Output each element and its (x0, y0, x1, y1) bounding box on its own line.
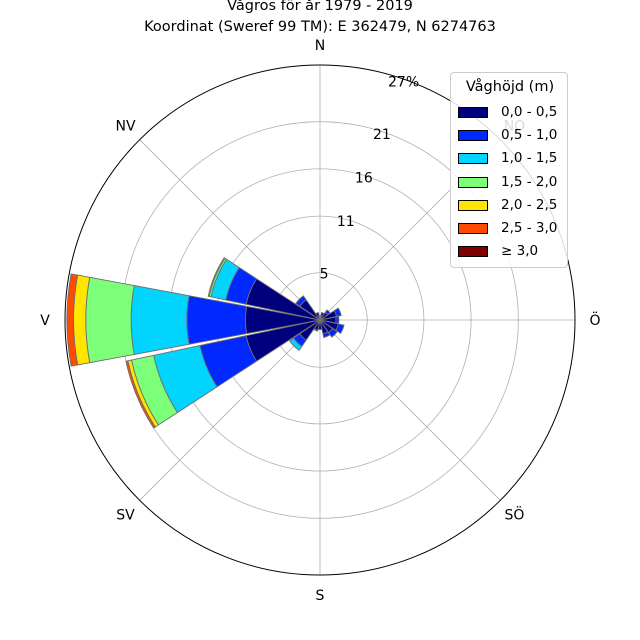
radial-tick-label: 27% (388, 74, 419, 90)
legend-item: 2,5 - 3,0 (458, 220, 566, 237)
legend-swatch (458, 176, 488, 188)
direction-label-3: SÖ (505, 505, 525, 523)
outer-frame (64, 64, 576, 576)
rose-bar-segment (207, 257, 226, 297)
rose-bar-segment (333, 307, 342, 317)
legend-swatch (458, 246, 488, 258)
rose-bar-segment (322, 331, 331, 339)
legend-item: 0,0 - 0,5 (458, 104, 566, 121)
grid-spoke (139, 319, 321, 501)
direction-label-2: Ö (589, 311, 600, 329)
rose-bar-segment (295, 295, 307, 307)
legend-item: 1,5 - 2,0 (458, 173, 566, 191)
rose-bar-segment (327, 327, 338, 338)
direction-label-0: N (315, 38, 325, 54)
legend-swatch (458, 107, 488, 118)
legend-item: ≥ 3,0 (458, 243, 566, 260)
direction-label-6: V (40, 313, 50, 329)
direction-label-7: NV (116, 119, 136, 135)
legend-label: 2,5 - 3,0 (501, 220, 558, 236)
legend: Våghöjd (m) 0,0 - 0,5 0,5 - 1,0 1,0 - 1,5 1… (450, 72, 568, 268)
rose-bars (66, 257, 345, 429)
legend-item: 2,0 - 2,5 (458, 196, 566, 214)
grid-spoke (319, 319, 501, 501)
rose-bar-segment (130, 285, 190, 355)
legend-swatch (458, 223, 488, 234)
legend-swatch (458, 199, 488, 211)
rose-bar-segment (315, 312, 321, 321)
legend-label: 1,0 - 1,5 (501, 150, 558, 167)
radial-tick-label: 16 (355, 170, 373, 186)
chart-title: Vågros för år 1979 - 2019 (227, 0, 413, 14)
radial-tick-label: 21 (373, 127, 391, 143)
legend-label: 0,0 - 0,5 (501, 104, 558, 120)
direction-label-4: S (316, 588, 325, 604)
legend-item: 0,5 - 1,0 (458, 127, 566, 144)
rose-bar-segment (289, 337, 303, 351)
legend-swatch (458, 130, 488, 142)
rose-bar-segment (125, 360, 156, 429)
grid-spoke (139, 139, 321, 321)
radial-tick-labels: 5 11 16 21 27% (320, 74, 420, 282)
legend-swatch (458, 153, 488, 165)
legend-item: 1,0 - 1,5 (458, 150, 566, 167)
polar-grid (64, 64, 576, 576)
rose-bar-segment (66, 273, 79, 367)
chart-subtitle: Koordinat (Sweref 99 TM): E 362479, N 62… (144, 19, 496, 35)
legend-title: Våghöjd (m) (465, 79, 555, 95)
radial-tick-label: 11 (337, 214, 355, 230)
direction-label-5: SV (116, 507, 135, 523)
legend-label: ≥ 3,0 (501, 243, 539, 260)
rose-bar-segment (85, 276, 135, 364)
legend-label: 2,0 - 2,5 (501, 196, 558, 213)
rose-bar-segment (335, 323, 345, 334)
rose-bar-segment (186, 295, 248, 345)
rose-bar-segment (335, 316, 340, 324)
legend-label: 1,5 - 2,0 (501, 173, 558, 190)
radial-tick-label: 5 (320, 266, 329, 282)
legend-label: 0,5 - 1,0 (501, 127, 558, 144)
